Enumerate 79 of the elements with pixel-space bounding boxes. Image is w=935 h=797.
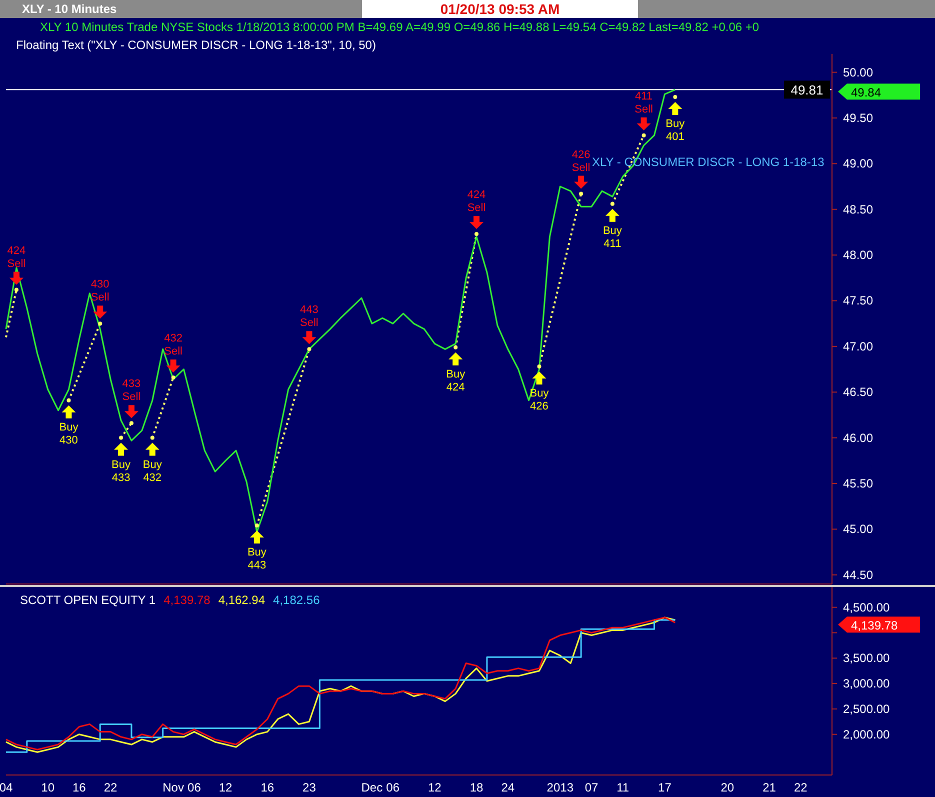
annotation: Buy 443 [247,546,267,572]
y-tick-label: 48.50 [843,202,874,216]
y-tick-label: 47.50 [843,294,874,308]
y-tick-label: 44.50 [843,568,874,582]
annotation: Buy 424 [446,368,466,394]
x-tick-label: 22 [794,780,808,795]
text: 4,162.94 [218,593,266,607]
annotation: 430 Sell [90,278,110,304]
x-tick-label: 22 [104,780,118,795]
x-tick-label: 23 [302,780,316,795]
y-tick-label: 4,500.00 [843,600,890,614]
point [150,436,154,440]
chart-title: XLY - 10 Minutes [22,2,117,16]
annotation: 411 Sell [634,90,653,116]
annotation: 426 Sell [572,148,590,174]
text: 4,182.56 [273,593,320,607]
x-tick-label: 17 [658,780,672,795]
annotation: 432 Sell [164,332,182,358]
x-tick-label: 07 [584,780,599,795]
x-tick-label: 12 [218,780,233,795]
x-tick-label: 12 [428,780,442,795]
annotation: Buy 432 [142,458,162,484]
annotation: 424 Sell [467,189,486,214]
point [642,133,646,138]
y-tick-label: 46.00 [843,430,874,445]
point [14,288,18,292]
point [537,364,542,369]
ref-line-label: 49.81 [790,82,824,98]
annotation: Buy 430 [59,421,79,446]
point [474,232,479,236]
point [610,202,614,206]
x-tick-label: 06 [386,780,400,795]
text: 01/20/13 09:53 AM [362,0,638,18]
annotation: 424 Sell [7,244,26,270]
x-tick-label: 18 [470,780,484,795]
point [307,347,312,352]
x-tick-label: 11 [616,780,630,795]
x-tick-label: 21 [762,780,776,795]
text: SCOTT OPEN EQUITY 1 [20,593,156,607]
x-tick-label: 24 [501,780,515,795]
x-tick-label: 20 [720,780,734,795]
y-tick-label: 49.00 [843,156,874,171]
annotation: 433 Sell [122,378,141,404]
y-tick-label: 47.00 [843,339,874,354]
text: Floating Text ("XLY - CONSUMER DISCR - LONG 1-18-13", 10, 50) [15,37,377,54]
x-tick-label: 16 [260,780,274,795]
point [171,375,176,380]
y-tick-label: 46.50 [843,385,874,400]
y-tick-label: 50.00 [843,65,874,80]
text: 4,139.78 [851,618,898,633]
x-tick-label: 16 [72,780,86,795]
x-tick-label: Dec [361,780,383,795]
y-tick-label: 49.50 [843,110,874,125]
x-tick-label: 06 [188,780,202,795]
y-tick-label: 45.50 [843,476,874,490]
x-tick-label: 2013 [546,780,574,795]
x-tick-label: Nov [162,780,184,795]
annotation: 443 Sell [300,304,318,330]
y-tick-label: 3,500.00 [843,651,890,666]
x-tick-label: 04 [0,780,13,795]
point [579,192,584,196]
chart-subtitle: XLY 10 Minutes Trade NYSE Stocks 1/18/2013 8:00:00 PM B=49.69 A=49.99 O=49.86 H=49.88 L=49.54 C=49.82 Last=49.82 +0.06 +0 [39,19,760,36]
point [254,524,259,528]
point [129,421,134,426]
x-tick-label: 10 [41,780,55,795]
point [119,436,124,440]
y-tick-label: 2,500.00 [843,702,890,716]
annotation: Buy 433 [112,458,131,484]
point [454,345,458,350]
y-tick-label: 48.00 [843,248,874,262]
y-tick-label: 3,000.00 [843,676,890,691]
y-tick-label: 2,000.00 [843,727,890,742]
annotation: Buy 401 [666,118,686,143]
text: 49.84 [851,86,882,100]
text: 4,139.78 [164,593,210,607]
point [66,398,71,402]
y-tick-label: 45.00 [843,522,874,536]
point [98,322,102,326]
annotation: Buy 411 [602,224,622,250]
